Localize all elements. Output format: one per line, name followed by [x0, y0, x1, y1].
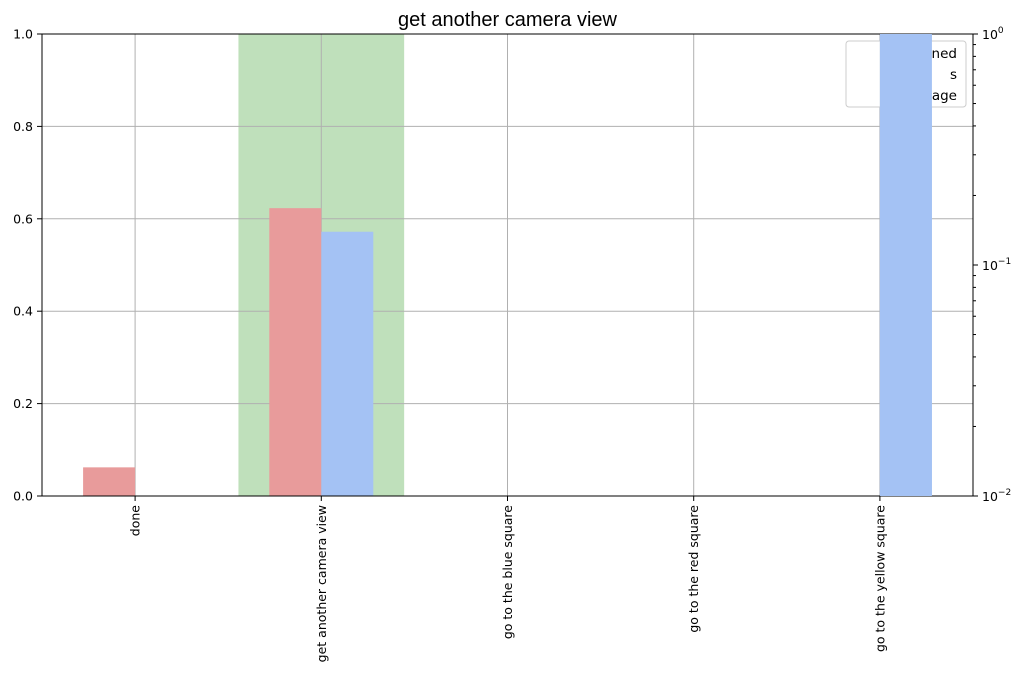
legend: ombinedsnguage: [845, 34, 967, 496]
y2-tick-label: 10−1: [982, 257, 1011, 273]
y-tick-label: 1.0: [13, 27, 33, 42]
bar-series-1: [269, 208, 322, 496]
x-tick-label: go to the yellow square: [872, 505, 887, 652]
y-tick-label: 0.4: [13, 304, 33, 319]
left-axis: 0.0 0.2 0.4 0.6 0.8 1.0: [13, 27, 42, 504]
x-axis: done get another camera view go to the blu…: [128, 496, 887, 662]
legend-label: s: [950, 67, 957, 83]
y2-tick-label: 10−2: [982, 488, 1011, 504]
y2-tick-label: 100: [982, 26, 1004, 42]
right-log-axis: 10−2 10−1 100: [973, 26, 1011, 504]
y-tick-label: 0.0: [13, 489, 33, 504]
x-tick-label: get another camera view: [314, 505, 329, 662]
x-tick-label: done: [128, 505, 143, 537]
bar-series-2: [321, 231, 374, 496]
y-tick-label: 0.8: [13, 119, 33, 134]
y-tick-label: 0.6: [13, 211, 33, 226]
x-tick-label: go to the red square: [686, 505, 701, 633]
chart-title: get another camera view: [398, 9, 618, 31]
x-tick-label: go to the blue square: [500, 505, 515, 639]
bar-series-1: [83, 467, 136, 496]
y-tick-label: 0.2: [13, 396, 33, 411]
bar-series-2-overlay: [879, 34, 932, 496]
